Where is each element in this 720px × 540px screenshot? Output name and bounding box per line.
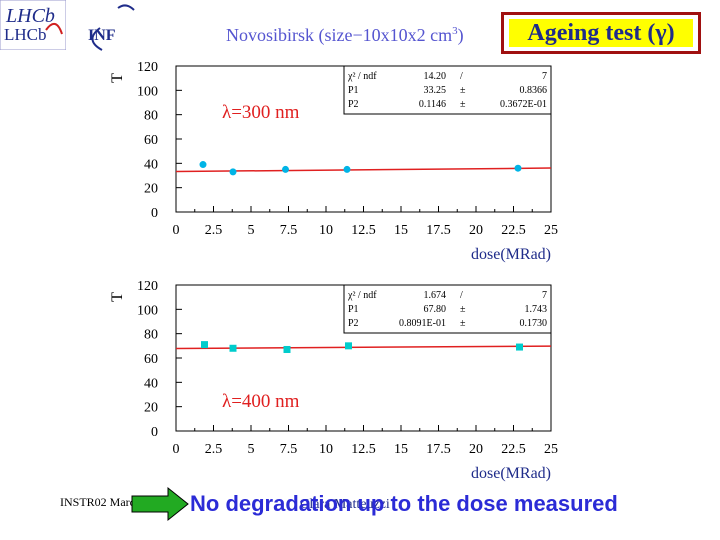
x-tick-label-2: 7.5: [280, 442, 298, 457]
data-point: [199, 161, 207, 169]
footer-author: Clara Matteuzzi: [300, 497, 390, 512]
y-tick-label-2: 120: [137, 279, 158, 294]
infn-logo-arc-2: [117, 4, 135, 11]
x-tick-label-1: 10: [319, 223, 333, 238]
fit-line-1: [175, 167, 552, 173]
data-point: [229, 344, 237, 352]
x-tick-label-2: 15: [394, 442, 408, 457]
y-axis-label-2: T: [109, 292, 126, 302]
subtitle-superscript: 3: [452, 25, 458, 37]
x-tick-label-1: 15: [394, 223, 408, 238]
y-tick-label-1: 20: [144, 182, 158, 197]
stats-sep: ±: [460, 304, 466, 315]
x-tick-label-1: 25: [544, 223, 558, 238]
stats-name: P2: [348, 99, 359, 110]
data-point: [282, 165, 289, 173]
stats-value: 14.20: [424, 71, 447, 82]
y-tick-label-2: 40: [144, 376, 158, 391]
data-point: [514, 164, 522, 172]
x-tick-label-1: 22.5: [501, 223, 526, 238]
x-tick-label-2: 10: [319, 442, 333, 457]
stats-error: 7: [542, 290, 547, 301]
wavelength-annotation-1: λ=300 nm: [222, 102, 300, 123]
x-tick-label-1: 20: [469, 223, 483, 238]
data-point: [345, 342, 352, 350]
x-tick-label-1: 17.5: [426, 223, 451, 238]
plot-subtitle: Novosibirsk (size−10x10x2 cm3): [226, 25, 464, 46]
stats-error: 0.3672E-01: [500, 99, 547, 110]
stats-name: χ² / ndf: [347, 71, 377, 82]
arrow-right-icon: [131, 486, 189, 522]
stats-box-2: [343, 284, 552, 334]
stats-value: 67.80: [424, 304, 447, 315]
x-tick-label-2: 2.5: [205, 442, 223, 457]
data-point: [201, 341, 208, 349]
lhcb-logo: LHCb LHCb: [0, 0, 66, 50]
x-tick-label-2: 12.5: [351, 442, 376, 457]
y-tick-label-1: 40: [144, 157, 158, 172]
x-tick-label-2: 17.5: [426, 442, 451, 457]
subtitle-end: ): [457, 25, 464, 45]
y-tick-label-1: 0: [151, 206, 158, 221]
y-tick-label-1: 120: [137, 60, 158, 75]
stats-value: 33.25: [424, 85, 447, 96]
y-tick-label-1: 60: [144, 133, 158, 148]
stats-name: P1: [348, 85, 359, 96]
y-tick-label-2: 80: [144, 328, 158, 343]
data-point: [516, 343, 523, 351]
stats-error: 1.743: [525, 304, 548, 315]
data-point: [283, 345, 291, 353]
data-point: [229, 168, 237, 176]
stats-value: 0.1146: [419, 99, 446, 110]
y-tick-label-1: 80: [144, 109, 158, 124]
stats-sep: /: [460, 71, 463, 82]
stats-error: 0.8366: [520, 85, 548, 96]
x-tick-label-2: 0: [173, 442, 180, 457]
y-tick-label-2: 60: [144, 352, 158, 367]
lhcb-logo-text-2: LHCb: [4, 25, 47, 44]
stats-name: χ² / ndf: [347, 290, 377, 301]
lhcb-logo-swoosh: [45, 23, 63, 35]
x-tick-label-2: 25: [544, 442, 558, 457]
stats-error: 7: [542, 71, 547, 82]
subtitle-text: Novosibirsk (size−10x10x2 cm: [226, 25, 453, 45]
slide-title: Ageing test (γ): [509, 19, 693, 47]
x-tick-label-1: 0: [173, 223, 180, 238]
slide-title-box: Ageing test (γ): [501, 12, 701, 54]
stats-sep: /: [460, 290, 463, 301]
infn-logo: INF: [88, 4, 135, 51]
x-tick-label-1: 5: [248, 223, 255, 238]
x-axis-label-2: dose(MRad): [471, 465, 551, 482]
wavelength-annotation-2: λ=400 nm: [222, 391, 300, 412]
stats-value: 1.674: [424, 290, 447, 301]
stats-value: 0.8091E-01: [399, 318, 446, 329]
lhcb-logo-text: LHCb: [5, 5, 55, 27]
conclusion-text: No degradation up to the dose measured: [190, 491, 618, 516]
stats-sep: ±: [460, 318, 466, 329]
x-tick-label-1: 2.5: [205, 223, 223, 238]
x-tick-label-2: 5: [248, 442, 255, 457]
data-point: [343, 165, 351, 173]
stats-name: P1: [348, 304, 359, 315]
fit-line-2: [175, 345, 552, 350]
y-axis-label-1: T: [109, 73, 126, 83]
x-tick-label-1: 12.5: [351, 223, 376, 238]
stats-name: P2: [348, 318, 359, 329]
infn-logo-arc: [91, 27, 103, 51]
x-axis-label-1: dose(MRad): [471, 246, 551, 263]
y-tick-label-1: 100: [137, 84, 158, 99]
x-tick-label-1: 7.5: [280, 223, 298, 238]
y-tick-label-2: 0: [151, 425, 158, 440]
stats-sep: ±: [460, 85, 466, 96]
x-tick-label-2: 22.5: [501, 442, 526, 457]
y-tick-label-2: 100: [137, 303, 158, 318]
stats-box-1: [343, 65, 552, 115]
x-tick-label-2: 20: [469, 442, 483, 457]
stats-error: 0.1730: [520, 318, 548, 329]
y-tick-label-2: 20: [144, 401, 158, 416]
stats-sep: ±: [460, 99, 466, 110]
